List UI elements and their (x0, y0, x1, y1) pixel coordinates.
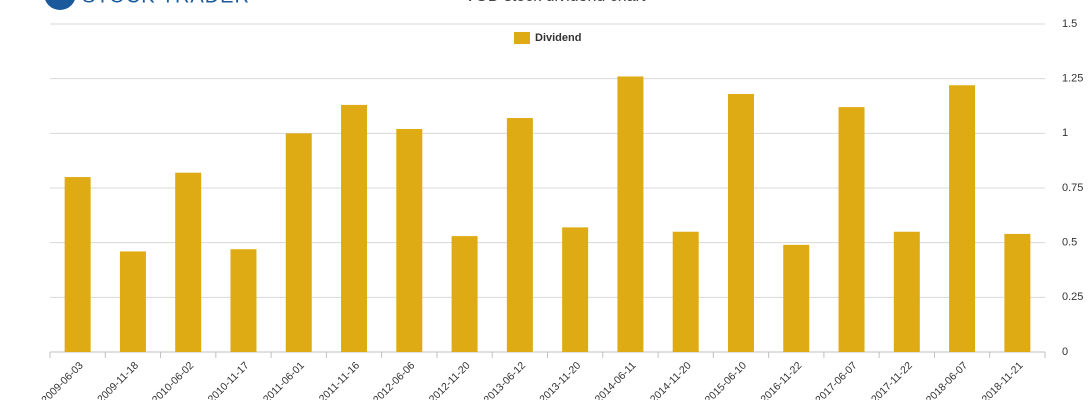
logo: STOCK TRADER (45, 0, 250, 10)
bar (1004, 233, 1031, 352)
x-tick-label: 2010-06-02 (150, 359, 197, 400)
x-tick-group: 2017-06-07 (813, 359, 860, 400)
x-tick-group: 2015-06-10 (703, 359, 750, 400)
bar (285, 133, 312, 352)
x-tick-group: 2010-11-17 (206, 359, 252, 400)
x-tick-group: 2014-06-11 (593, 359, 639, 400)
bar (672, 231, 699, 352)
x-tick-label: 2012-11-20 (427, 359, 473, 400)
bar (893, 231, 920, 352)
x-tick-label: 2009-06-03 (39, 359, 86, 400)
x-tick-group: 2017-11-22 (869, 359, 915, 400)
y-tick-label: 0.25 (1062, 291, 1083, 303)
x-tick-label: 2013-11-20 (537, 359, 583, 400)
bar (451, 236, 478, 352)
x-tick-label: 2018-11-21 (980, 359, 1026, 400)
x-tick-label: 2012-06-06 (371, 359, 418, 400)
x-tick-label: 2018-06-07 (924, 359, 971, 400)
x-tick-label: 2013-06-12 (481, 359, 528, 400)
bar (341, 104, 368, 352)
x-tick-group: 2018-11-21 (980, 359, 1026, 400)
x-tick-label: 2014-06-11 (593, 359, 639, 400)
logo-text: STOCK TRADER (82, 0, 250, 7)
x-tick-label: 2016-11-22 (758, 359, 804, 400)
x-tick-label: 2009-11-18 (95, 359, 141, 400)
x-tick-label: 2010-11-17 (206, 359, 252, 400)
x-tick-group: 2018-06-07 (924, 359, 971, 400)
bar (838, 107, 865, 353)
x-tick-label: 2014-11-20 (648, 359, 694, 400)
y-tick-label: 1 (1062, 127, 1068, 139)
x-tick-label: 2017-11-22 (869, 359, 915, 400)
bar (783, 244, 810, 352)
bar (617, 76, 644, 352)
bar (562, 227, 589, 352)
x-tick-label: 2011-06-01 (261, 359, 307, 400)
y-tick-label: 1.25 (1062, 73, 1083, 85)
x-tick-group: 2013-11-20 (537, 359, 583, 400)
x-tick-group: 2013-06-12 (481, 359, 528, 400)
x-tick-label: 2017-06-07 (813, 359, 860, 400)
bar (230, 249, 257, 352)
logo-icon (45, 0, 75, 10)
x-tick-group: 2016-11-22 (758, 359, 804, 400)
legend-label: Dividend (535, 32, 581, 44)
y-tick-label: 0.75 (1062, 182, 1083, 194)
bar (119, 251, 146, 352)
bar (727, 93, 754, 353)
y-tick-label: 0 (1062, 346, 1068, 358)
x-tick-group: 2012-06-06 (371, 359, 418, 400)
x-tick-group: 2011-11-16 (317, 359, 362, 400)
chart-title: VOD stock dividend chart (465, 0, 646, 5)
legend-swatch (514, 32, 530, 44)
x-tick-group: 2010-06-02 (150, 359, 197, 400)
x-tick-group: 2011-06-01 (261, 359, 307, 400)
bar (64, 177, 91, 352)
bar (175, 172, 202, 352)
bar (396, 128, 423, 352)
bar (949, 85, 976, 352)
x-tick-group: 2009-11-18 (95, 359, 141, 400)
x-tick-label: 2015-06-10 (703, 359, 750, 400)
y-tick-label: 1.5 (1062, 18, 1077, 30)
bar (506, 118, 533, 352)
x-tick-group: 2012-11-20 (427, 359, 473, 400)
x-tick-group: 2014-11-20 (648, 359, 694, 400)
y-tick-label: 0.5 (1062, 237, 1077, 249)
x-tick-group: 2009-06-03 (39, 359, 86, 400)
x-tick-label: 2011-11-16 (317, 359, 362, 400)
